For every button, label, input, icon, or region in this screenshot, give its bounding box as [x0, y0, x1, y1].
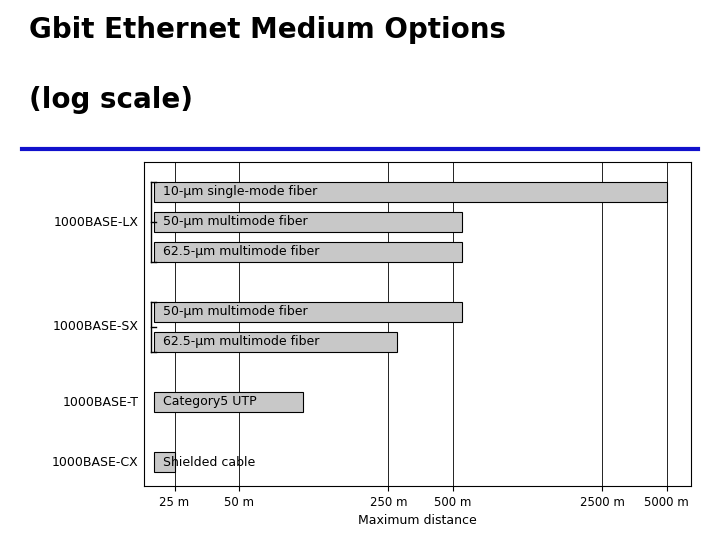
Bar [154, 392, 303, 411]
X-axis label: Maximum distance: Maximum distance [359, 514, 477, 527]
Text: 50-μm multimode fiber: 50-μm multimode fiber [163, 306, 307, 319]
Text: Shielded cable: Shielded cable [163, 456, 255, 469]
Text: 62.5-μm multimode fiber: 62.5-μm multimode fiber [163, 246, 319, 259]
Text: Category5 UTP: Category5 UTP [163, 395, 256, 408]
Text: (log scale): (log scale) [29, 86, 193, 114]
Text: Gbit Ethernet Medium Options: Gbit Ethernet Medium Options [29, 16, 505, 44]
Bar [154, 242, 462, 262]
Text: 1000BASE-LX: 1000BASE-LX [53, 215, 138, 228]
Bar [154, 212, 462, 232]
Text: 1000BASE-CX: 1000BASE-CX [52, 456, 138, 469]
Text: 1000BASE-T: 1000BASE-T [63, 395, 138, 408]
Bar [154, 453, 174, 472]
Text: 10-μm single-mode fiber: 10-μm single-mode fiber [163, 186, 317, 199]
Text: 62.5-μm multimode fiber: 62.5-μm multimode fiber [163, 335, 319, 348]
Bar [154, 183, 667, 202]
Bar [154, 302, 462, 322]
Text: 50-μm multimode fiber: 50-μm multimode fiber [163, 215, 307, 228]
Bar [154, 332, 397, 352]
Text: 1000BASE-SX: 1000BASE-SX [53, 321, 138, 334]
